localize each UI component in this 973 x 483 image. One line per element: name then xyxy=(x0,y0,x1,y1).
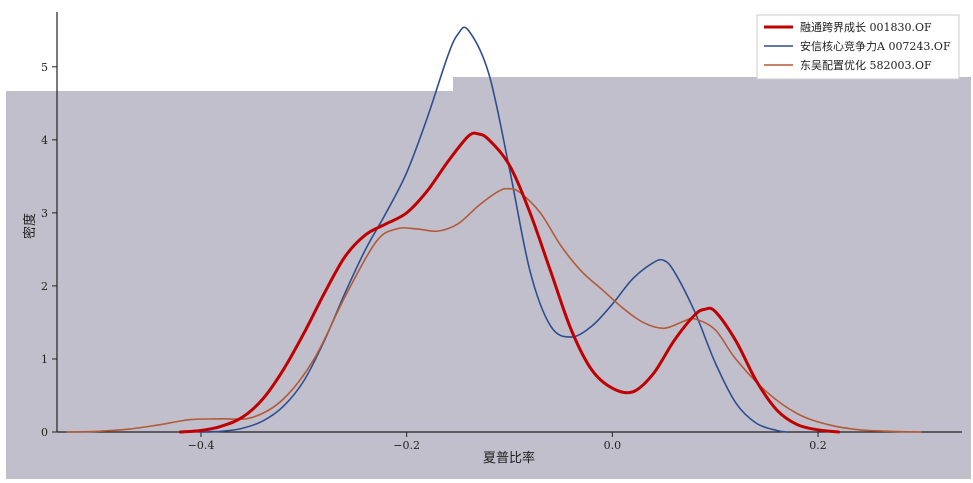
plot-background-left xyxy=(6,91,453,479)
y-tick-label: 2 xyxy=(41,280,48,293)
legend-label-3: 东吴配置优化 582003.OF xyxy=(800,58,932,72)
legend-label-2: 安信核心竞争力A 007243.OF xyxy=(800,39,951,53)
x-tick-label: −0.4 xyxy=(188,439,215,452)
y-axis-label: 密度 xyxy=(22,213,38,239)
x-tick-label: 0.2 xyxy=(809,439,827,452)
legend: 融通跨界成长 001830.OF 安信核心竞争力A 007243.OF 东吴配置… xyxy=(756,14,960,80)
series-layer xyxy=(66,26,922,434)
y-tick-label: 1 xyxy=(41,353,48,366)
series-line-3 xyxy=(66,187,922,433)
y-tick-label: 0 xyxy=(41,426,48,439)
y-tick-label: 3 xyxy=(41,207,48,220)
y-tick-label: 5 xyxy=(41,61,48,74)
series-line-2 xyxy=(200,26,788,433)
legend-label-1: 融通跨界成长 001830.OF xyxy=(800,21,932,34)
x-tick-label: 0.0 xyxy=(604,439,622,452)
y-tick-label: 4 xyxy=(41,134,48,147)
x-axis-label: 夏普比率 xyxy=(483,450,535,466)
series-line-1 xyxy=(178,131,841,434)
x-tick-label: −0.2 xyxy=(393,439,420,452)
plot-background-right xyxy=(453,77,971,479)
